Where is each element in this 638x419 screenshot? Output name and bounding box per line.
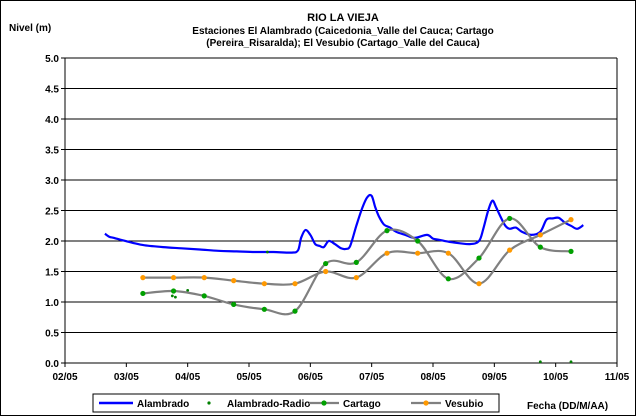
data-point-vesubio bbox=[384, 250, 390, 256]
data-point-cartago bbox=[231, 301, 237, 308]
data-point-vesubio bbox=[261, 281, 267, 287]
x-tick-label: 10/05 bbox=[543, 372, 568, 383]
y-tick-label: 1.0 bbox=[45, 298, 59, 309]
series-line-cartago bbox=[142, 217, 572, 316]
data-point-alambrado-radio bbox=[174, 295, 177, 299]
data-point-cartago bbox=[292, 308, 298, 314]
y-tick-label: 2.0 bbox=[45, 237, 59, 248]
data-point-cartago bbox=[537, 244, 543, 250]
data-point-cartago bbox=[353, 259, 359, 265]
data-point-vesubio bbox=[445, 250, 451, 256]
data-point-cartago bbox=[201, 293, 207, 299]
y-tick-label: 3.5 bbox=[45, 146, 59, 157]
data-point-cartago bbox=[140, 290, 146, 297]
data-point-cartago bbox=[261, 306, 267, 312]
data-point-vesubio bbox=[353, 275, 359, 281]
chart-title: RIO LA VIEJA bbox=[307, 12, 379, 24]
legend-marker-vesubio bbox=[423, 400, 429, 406]
data-point-cartago bbox=[507, 215, 513, 222]
data-point-alambrado-radio bbox=[569, 360, 573, 364]
legend-label-alambrado-radio: Alambrado-Radio bbox=[227, 399, 310, 410]
data-point-cartago bbox=[384, 228, 390, 234]
data-point-cartago bbox=[568, 248, 574, 254]
x-tick-label: 03/05 bbox=[114, 372, 139, 383]
chart-subtitle-line-1: Estaciones El Alambrado (Caicedonia_Vall… bbox=[192, 26, 493, 37]
legend-label-alambrado: Alambrado bbox=[137, 399, 189, 410]
data-point-vesubio bbox=[537, 232, 543, 238]
legend-marker-cartago bbox=[321, 400, 327, 406]
data-point-vesubio bbox=[415, 250, 421, 256]
data-point-cartago bbox=[476, 255, 482, 261]
legend-label-cartago: Cartago bbox=[343, 399, 381, 410]
data-point-vesubio bbox=[231, 278, 237, 284]
y-tick-label: 1.5 bbox=[45, 268, 59, 279]
plot-area: 0.0 0.5 1.0 1.5 2.0 2.5 3.0 3.5 4.0 4.5 5.0 02/05 03… bbox=[45, 54, 630, 383]
legend-swatch-alambrado-radio bbox=[207, 401, 211, 405]
data-point-cartago bbox=[170, 288, 177, 294]
x-axis-label: Fecha (DD/M/AA) bbox=[527, 401, 608, 412]
y-tick-label: 4.5 bbox=[45, 85, 59, 96]
data-point-alambrado-radio bbox=[170, 294, 174, 298]
legend-box bbox=[92, 393, 500, 413]
x-tick-label: 05/05 bbox=[236, 372, 261, 383]
y-tick-label: 0.5 bbox=[45, 329, 59, 340]
data-point-alambrado-radio bbox=[186, 289, 190, 292]
y-tick-label: 5.0 bbox=[45, 54, 59, 65]
legend-label-vesubio: Vesubio bbox=[445, 399, 483, 410]
y-tick-label: 3.0 bbox=[45, 176, 59, 187]
x-tick-label: 04/05 bbox=[175, 372, 200, 383]
y-tick-label: 4.0 bbox=[45, 115, 59, 126]
data-point-vesubio bbox=[201, 275, 207, 281]
data-point-vesubio bbox=[140, 275, 146, 281]
x-tick-label: 11/05 bbox=[605, 372, 630, 383]
data-point-vesubio bbox=[568, 217, 574, 223]
data-point-cartago bbox=[445, 276, 451, 282]
data-point-vesubio bbox=[507, 247, 513, 253]
series-line-alambrado bbox=[104, 193, 584, 254]
chart-subtitle-line-2: (Pereira_Risaralda); El Vesubio (Cartago… bbox=[206, 38, 479, 49]
series-line-vesubio bbox=[142, 218, 572, 286]
data-point-cartago bbox=[323, 260, 329, 267]
data-point-alambrado-radio bbox=[266, 250, 269, 254]
x-tick-label: 07/05 bbox=[359, 372, 384, 383]
data-point-vesubio bbox=[292, 281, 298, 287]
data-point-cartago bbox=[415, 238, 421, 244]
y-tick-label: 2.5 bbox=[45, 207, 59, 218]
x-tick-label: 02/05 bbox=[52, 372, 77, 383]
y-tick-label: 0.0 bbox=[45, 359, 59, 370]
data-point-vesubio bbox=[476, 281, 482, 287]
x-tick-label: 09/05 bbox=[482, 372, 507, 383]
data-point-alambrado-radio bbox=[538, 360, 542, 364]
x-tick-label: 08/05 bbox=[420, 372, 445, 383]
data-point-vesubio bbox=[170, 275, 177, 281]
data-point-vesubio bbox=[323, 268, 329, 275]
legend: Alambrado Alambrado-Radio Cartago Vesubio bbox=[92, 393, 500, 413]
y-axis-label: Nivel (m) bbox=[9, 23, 51, 34]
x-tick-label: 06/05 bbox=[298, 372, 323, 383]
